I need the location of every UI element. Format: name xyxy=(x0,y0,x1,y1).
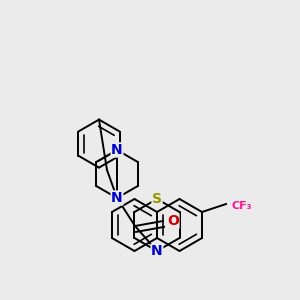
Text: N: N xyxy=(151,244,163,258)
Text: N: N xyxy=(111,143,123,157)
Text: CF₃: CF₃ xyxy=(231,201,251,211)
Text: N: N xyxy=(111,191,123,205)
Text: O: O xyxy=(167,214,179,228)
Text: S: S xyxy=(152,192,162,206)
